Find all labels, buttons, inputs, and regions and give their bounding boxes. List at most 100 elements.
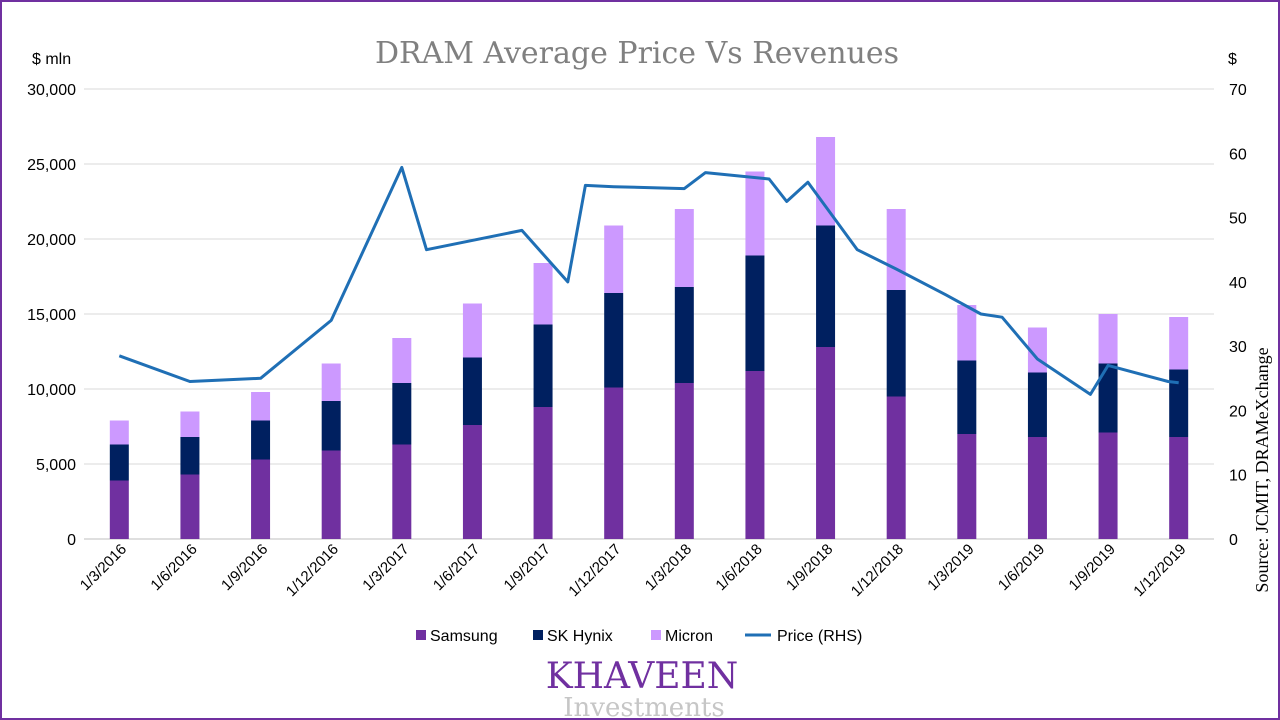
bar-sk-hynix [392,383,412,445]
x-tick-label: 1/9/2016 [218,541,271,594]
bar-sk-hynix [745,255,765,371]
bar-sk-hynix [674,287,694,383]
bar-sk-hynix [251,420,271,460]
bar-micron [674,209,694,287]
left-tick-label: 0 [67,532,76,549]
x-tick-label: 1/6/2016 [147,541,200,594]
right-tick-label: 70 [1229,82,1247,99]
right-tick-label: 50 [1229,211,1247,228]
x-axis-ticks: 1/3/2016 1/6/2016 1/9/2016 1/12/2016 1/3/201… [77,541,1190,600]
legend-swatch-samsung [416,630,426,640]
gridlines [84,88,1214,540]
khaveen-logo: KHAVEEN Investments [546,656,739,720]
chart-title: DRAM Average Price Vs Revenues [375,36,899,71]
left-tick-label: 5,000 [36,457,76,474]
right-tick-label: 10 [1229,468,1247,485]
bar-samsung [251,459,271,539]
bar-micron [886,209,906,290]
right-axis-ticks: 0 10 20 30 40 50 60 70 [1229,82,1247,549]
left-tick-label: 20,000 [27,232,76,249]
bar-micron [1098,314,1118,364]
x-tick-label: 1/3/2019 [924,541,977,594]
bar-micron [1169,317,1189,370]
bar-samsung [604,387,624,539]
bar-samsung [109,480,129,539]
bar-micron [816,137,836,226]
bar-sk-hynix [1027,372,1047,437]
bar-series [109,137,1189,539]
bar-samsung [745,371,765,539]
bar-samsung [321,450,341,539]
legend-label-samsung: Samsung [430,628,498,645]
x-tick-label: 1/3/2017 [359,541,412,594]
bar-sk-hynix [957,360,977,434]
bar-micron [745,171,765,256]
left-axis-ticks: 0 5,000 10,000 15,000 20,000 25,000 30,000 [27,82,76,549]
x-tick-label: 1/9/2018 [783,541,836,594]
x-tick-label: 1/3/2016 [77,541,130,594]
bar-micron [321,363,341,401]
bar-sk-hynix [886,290,906,397]
right-tick-label: 30 [1229,339,1247,356]
x-tick-label: 1/6/2019 [995,541,1048,594]
left-tick-label: 30,000 [27,82,76,99]
bar-micron [604,225,624,293]
price-line [118,165,1179,396]
bar-sk-hynix [462,357,482,425]
bar-samsung [462,425,482,539]
bar-sk-hynix [180,437,200,475]
x-tick-label: 1/12/2016 [283,541,342,600]
legend-label-sk-hynix: SK Hynix [547,628,613,645]
bar-sk-hynix [1169,369,1189,437]
bar-samsung [1169,437,1189,539]
legend-label-price-rhs: Price (RHS) [777,628,862,645]
right-tick-label: 40 [1229,275,1247,292]
legend-swatch-sk-hynix [533,630,543,640]
left-tick-label: 10,000 [27,382,76,399]
bar-micron [109,420,129,445]
bar-samsung [533,407,553,539]
bar-micron [957,305,977,361]
bar-samsung [1098,432,1118,539]
legend-label-micron: Micron [665,628,713,645]
bar-samsung [392,444,412,539]
x-tick-label: 1/12/2019 [1130,541,1189,600]
bar-samsung [816,347,836,539]
left-tick-label: 15,000 [27,307,76,324]
x-tick-label: 1/9/2019 [1066,541,1119,594]
logo-subtitle: Investments [563,693,724,720]
bar-sk-hynix [533,324,553,407]
bar-micron [180,411,200,437]
bar-samsung [674,383,694,539]
left-tick-label: 25,000 [27,157,76,174]
left-axis-unit: $ mln [32,51,71,68]
x-tick-label: 1/6/2017 [430,541,483,594]
bar-samsung [886,396,906,539]
right-tick-label: 20 [1229,403,1247,420]
bar-micron [392,338,412,383]
right-axis-unit: $ [1228,51,1237,68]
x-tick-label: 1/9/2017 [501,541,554,594]
right-tick-label: 60 [1229,146,1247,163]
source-note: Source: JCMIT, DRAMeXchange [1252,347,1272,592]
bar-samsung [1027,437,1047,539]
x-tick-label: 1/6/2018 [712,541,765,594]
bar-micron [462,303,482,358]
legend: Samsung SK Hynix Micron Price (RHS) [416,628,862,645]
logo-name: KHAVEEN [546,656,739,697]
bar-samsung [180,474,200,539]
bar-sk-hynix [109,444,129,481]
bar-sk-hynix [1098,363,1118,433]
x-tick-label: 1/12/2018 [848,541,907,600]
bar-sk-hynix [604,293,624,388]
right-tick-label: 0 [1229,532,1238,549]
bar-samsung [957,434,977,539]
x-tick-label: 1/3/2018 [642,541,695,594]
legend-swatch-micron [651,630,661,640]
bar-sk-hynix [321,401,341,451]
x-tick-label: 1/12/2017 [565,541,624,600]
bar-micron [533,263,553,325]
bar-sk-hynix [816,225,836,347]
